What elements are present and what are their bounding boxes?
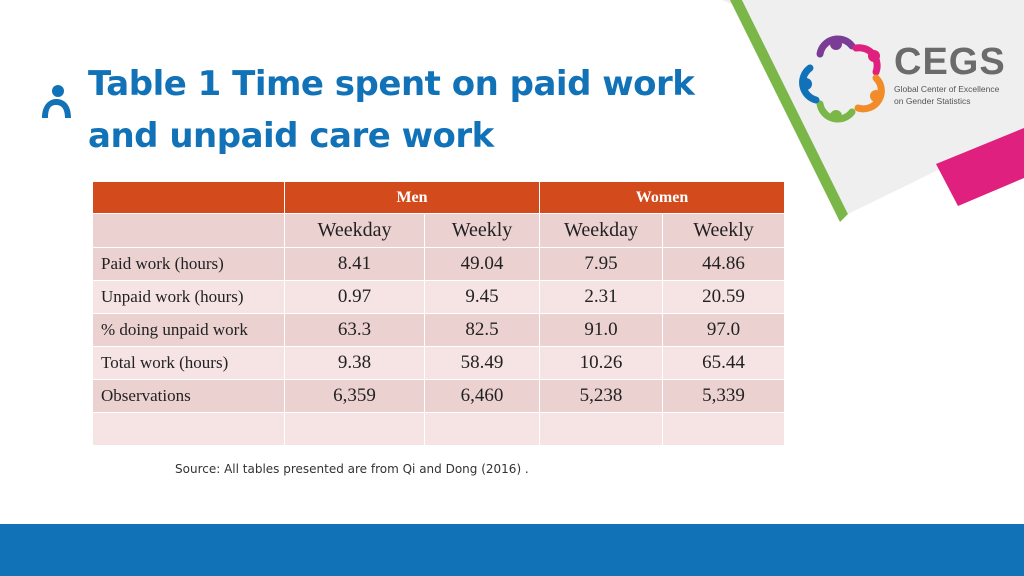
group-header-women: Women — [539, 181, 785, 214]
slide-title: Table 1 Time spent on paid work and unpa… — [88, 64, 695, 156]
table-cell: 6,359 — [284, 379, 425, 413]
table-cell: 97.0 — [662, 313, 785, 347]
table-cell: 9.38 — [284, 346, 425, 380]
table-cell: 20.59 — [662, 280, 785, 314]
row-label — [92, 412, 285, 446]
logo-name: CEGS — [894, 41, 1006, 83]
table-cell: 8.41 — [284, 247, 425, 281]
table-cell — [662, 412, 785, 446]
subheader-men-weekday: Weekday — [284, 213, 425, 248]
table-cell: 44.86 — [662, 247, 785, 281]
person-icon — [42, 85, 71, 118]
corner-cell — [92, 181, 285, 214]
table-cell: 82.5 — [424, 313, 540, 347]
row-label: Paid work (hours) — [92, 247, 285, 281]
table-cell: 10.26 — [539, 346, 663, 380]
logo-text: CEGS Global Center of Excellence on Gend… — [894, 42, 1006, 106]
table-cell: 7.95 — [539, 247, 663, 281]
footer-bar — [0, 524, 1024, 576]
subheader-corner-cell — [92, 213, 285, 248]
table-cell: 63.3 — [284, 313, 425, 347]
source-note: Source: All tables presented are from Qi… — [175, 462, 529, 476]
time-spent-table: Men Women Weekday Weekly Weekday Weekly … — [92, 181, 785, 446]
table-row: % doing unpaid work 63.3 82.5 91.0 97.0 — [92, 313, 785, 347]
subheader-men-weekly: Weekly — [424, 213, 540, 248]
row-label: Observations — [92, 379, 285, 413]
table-cell: 65.44 — [662, 346, 785, 380]
table-cell: 49.04 — [424, 247, 540, 281]
group-header-men: Men — [284, 181, 540, 214]
table-cell: 5,339 — [662, 379, 785, 413]
logo-tagline-2: on Gender Statistics — [894, 96, 971, 106]
table-cell: 0.97 — [284, 280, 425, 314]
table-row-empty — [92, 412, 785, 446]
table-group-header-row: Men Women — [92, 181, 785, 214]
table-cell: 2.31 — [539, 280, 663, 314]
table-row: Paid work (hours) 8.41 49.04 7.95 44.86 — [92, 247, 785, 281]
table-cell: 6,460 — [424, 379, 540, 413]
table-subheader-row: Weekday Weekly Weekday Weekly — [92, 213, 785, 248]
row-label: Unpaid work (hours) — [92, 280, 285, 314]
subheader-women-weekday: Weekday — [539, 213, 663, 248]
magenta-stripe — [936, 128, 1024, 206]
row-label: Total work (hours) — [92, 346, 285, 380]
table-row: Observations 6,359 6,460 5,238 5,339 — [92, 379, 785, 413]
table-cell: 5,238 — [539, 379, 663, 413]
subheader-women-weekly: Weekly — [662, 213, 785, 248]
table-cell: 9.45 — [424, 280, 540, 314]
table-cell: 58.49 — [424, 346, 540, 380]
table-row: Total work (hours) 9.38 58.49 10.26 65.4… — [92, 346, 785, 380]
table-cell: 91.0 — [539, 313, 663, 347]
cegs-logo-mark — [799, 35, 885, 123]
table-row: Unpaid work (hours) 0.97 9.45 2.31 20.59 — [92, 280, 785, 314]
row-label: % doing unpaid work — [92, 313, 285, 347]
table-cell — [284, 412, 425, 446]
table-cell — [424, 412, 540, 446]
green-stripe — [730, 0, 848, 222]
logo-tagline-1: Global Center of Excellence — [894, 84, 1000, 94]
table-cell — [539, 412, 663, 446]
